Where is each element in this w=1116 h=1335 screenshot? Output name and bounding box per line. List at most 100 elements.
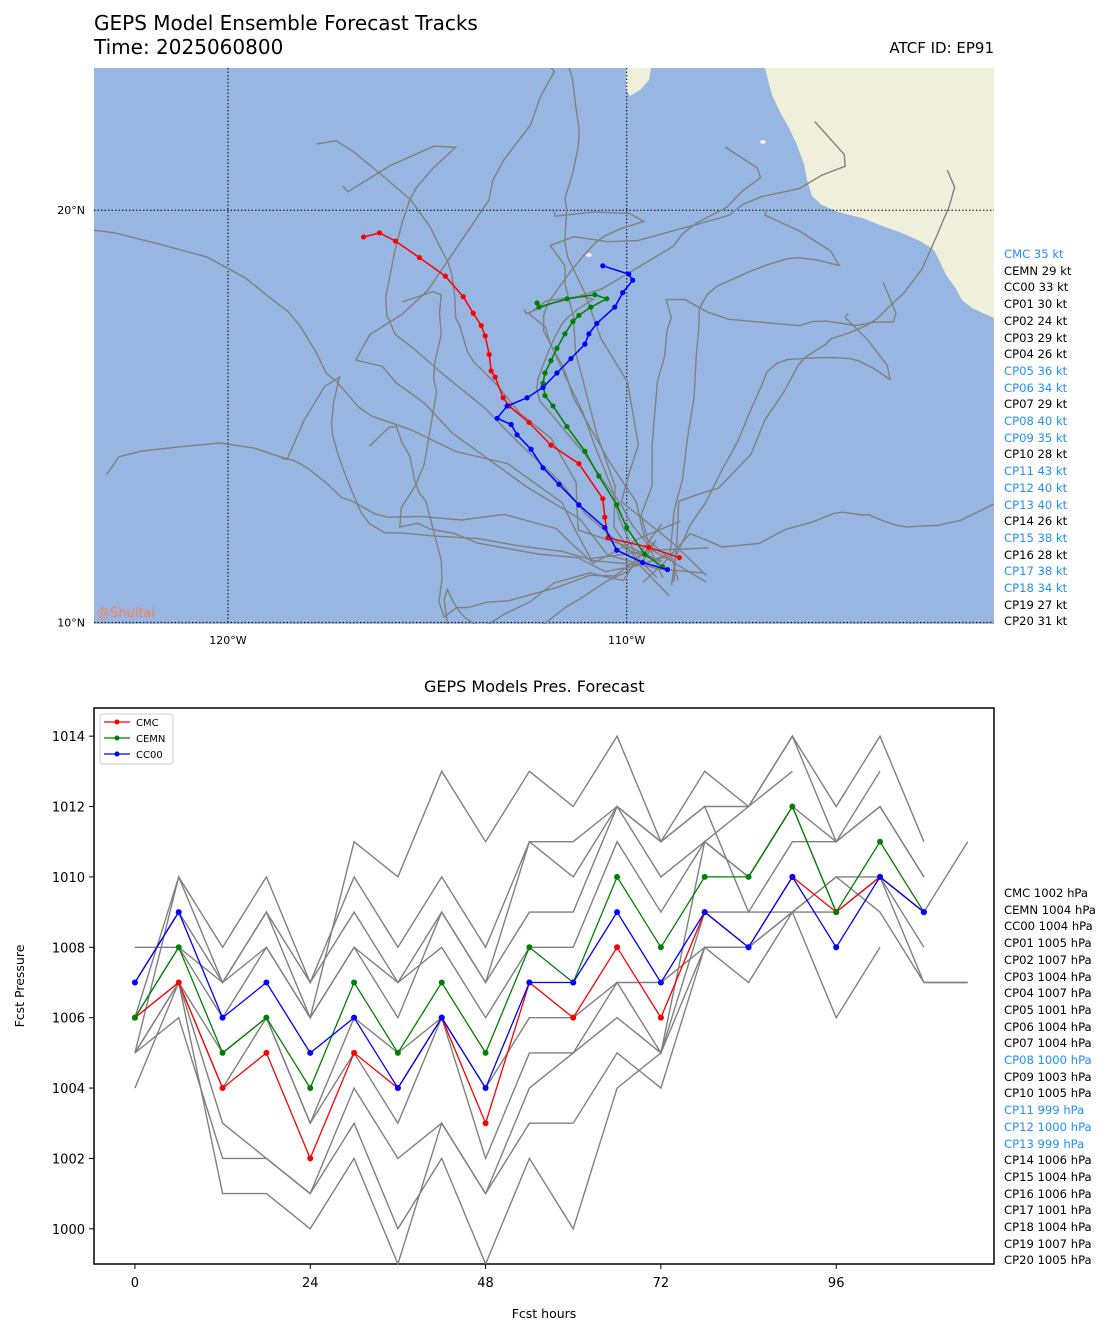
ensemble-track bbox=[399, 290, 669, 573]
ensemble-track bbox=[316, 140, 662, 563]
baja-california-land bbox=[626, 68, 651, 96]
series-point bbox=[701, 873, 708, 880]
track-point bbox=[508, 421, 514, 428]
series-point bbox=[657, 979, 664, 986]
y-tick-label: 1002 bbox=[52, 1152, 85, 1167]
series-point bbox=[570, 979, 577, 986]
legend-entry: CP13 999 hPa bbox=[1004, 1136, 1085, 1151]
series-point bbox=[920, 909, 927, 916]
y-tick-label: 1004 bbox=[52, 1082, 85, 1097]
ensemble-track bbox=[670, 169, 956, 586]
series-point bbox=[526, 979, 533, 986]
legend-entry: CP05 36 kt bbox=[1004, 363, 1068, 378]
track-point bbox=[556, 481, 562, 487]
legend-entry: CP20 31 kt bbox=[1004, 614, 1068, 629]
map-x-tick-label: 110°W bbox=[608, 634, 645, 647]
ensemble-track bbox=[673, 312, 892, 582]
track-point bbox=[664, 566, 671, 573]
track-point bbox=[548, 442, 554, 448]
ensemble-pressure-line bbox=[134, 911, 881, 1196]
track-point bbox=[626, 271, 632, 277]
track-point bbox=[442, 273, 448, 279]
ensemble-pressure-line bbox=[134, 804, 969, 1020]
track-cemn bbox=[536, 293, 664, 568]
track-point bbox=[534, 300, 540, 306]
chart-title: GEPS Model Ensemble Forecast Tracks bbox=[94, 11, 478, 35]
legend-entry: CP19 1007 hPa bbox=[1004, 1236, 1092, 1251]
legend-entry: CP07 1004 hPa bbox=[1004, 1036, 1092, 1051]
ensemble-track bbox=[642, 503, 994, 583]
legend-entry: CP15 38 kt bbox=[1004, 530, 1068, 545]
legend-entry: CP07 29 kt bbox=[1004, 397, 1068, 412]
track-point bbox=[614, 502, 620, 508]
track-point bbox=[562, 331, 568, 337]
track-point bbox=[568, 355, 574, 362]
track-point bbox=[576, 502, 582, 508]
series-point bbox=[394, 1049, 401, 1056]
map-x-tick-label: 120°W bbox=[209, 634, 246, 647]
x-tick-label: 48 bbox=[477, 1276, 494, 1291]
series-point bbox=[131, 1014, 138, 1021]
ensemble-pressure-line bbox=[134, 876, 968, 1267]
series-point bbox=[526, 979, 533, 986]
ensemble-track bbox=[443, 542, 656, 624]
legend-entry: CP08 40 kt bbox=[1004, 414, 1068, 429]
legend-entry: CP02 1007 hPa bbox=[1004, 952, 1092, 967]
track-point bbox=[554, 345, 560, 351]
track-point bbox=[416, 254, 422, 261]
ensemble-pressure-line bbox=[134, 734, 793, 1020]
series-point bbox=[570, 979, 577, 986]
island bbox=[760, 140, 766, 144]
track-point bbox=[376, 230, 383, 236]
legend-entry: CP15 1004 hPa bbox=[1004, 1169, 1092, 1184]
ensemble-pressure-line bbox=[134, 875, 925, 1126]
track-point bbox=[640, 559, 646, 566]
map-y-tick-label: 20°N bbox=[57, 204, 85, 217]
track-point bbox=[620, 290, 626, 296]
ensemble-track bbox=[280, 375, 668, 566]
track-point bbox=[500, 395, 506, 401]
track-point bbox=[588, 304, 594, 310]
ensemble-track bbox=[354, 68, 704, 574]
track-point bbox=[596, 473, 602, 479]
ensemble-pressure-line bbox=[134, 805, 925, 1161]
track-point bbox=[630, 277, 636, 283]
series-point bbox=[920, 909, 927, 916]
x-tick-label: 24 bbox=[302, 1276, 319, 1291]
legend-entry: CP02 24 kt bbox=[1004, 313, 1068, 328]
ensemble-track bbox=[487, 523, 663, 624]
legend-entry: CP17 38 kt bbox=[1004, 564, 1068, 579]
series-point bbox=[482, 1049, 489, 1056]
series-point bbox=[482, 1120, 489, 1127]
track-cmc bbox=[363, 232, 680, 559]
track-point bbox=[540, 465, 546, 471]
series-point bbox=[789, 873, 796, 880]
track-point bbox=[524, 395, 530, 401]
island bbox=[586, 253, 592, 257]
track-point bbox=[540, 384, 546, 391]
legend-entry: CP17 1001 hPa bbox=[1004, 1203, 1092, 1218]
track-point bbox=[576, 312, 582, 318]
track-point bbox=[602, 514, 608, 520]
legend-entry: CMC 35 kt bbox=[1004, 247, 1064, 261]
series-point bbox=[701, 909, 708, 916]
pressure-chart-title: GEPS Models Pres. Forecast bbox=[424, 677, 645, 696]
track-point bbox=[528, 446, 534, 452]
track-point bbox=[604, 296, 610, 302]
series-point bbox=[877, 873, 884, 880]
series-point bbox=[570, 1014, 577, 1021]
ensemble-pressure-line bbox=[134, 734, 925, 1054]
series-point bbox=[175, 909, 182, 916]
legend-entry: CP06 34 kt bbox=[1004, 380, 1068, 395]
legend-entry: CP04 26 kt bbox=[1004, 347, 1068, 362]
ensemble-track bbox=[669, 209, 841, 581]
x-tick-label: 96 bbox=[828, 1276, 845, 1291]
pressure-legend: CMC 1002 hPa CEMN 1004 hPa CC00 1004 hPa CP… bbox=[1004, 885, 1096, 1269]
track-point bbox=[542, 370, 548, 376]
track-point bbox=[540, 380, 546, 386]
track-point bbox=[492, 374, 498, 380]
track-point bbox=[676, 555, 682, 561]
chart-subtitle: Time: 2025060800 bbox=[94, 35, 284, 59]
series-point bbox=[351, 1014, 358, 1021]
legend-entry: CP01 30 kt bbox=[1004, 297, 1068, 312]
